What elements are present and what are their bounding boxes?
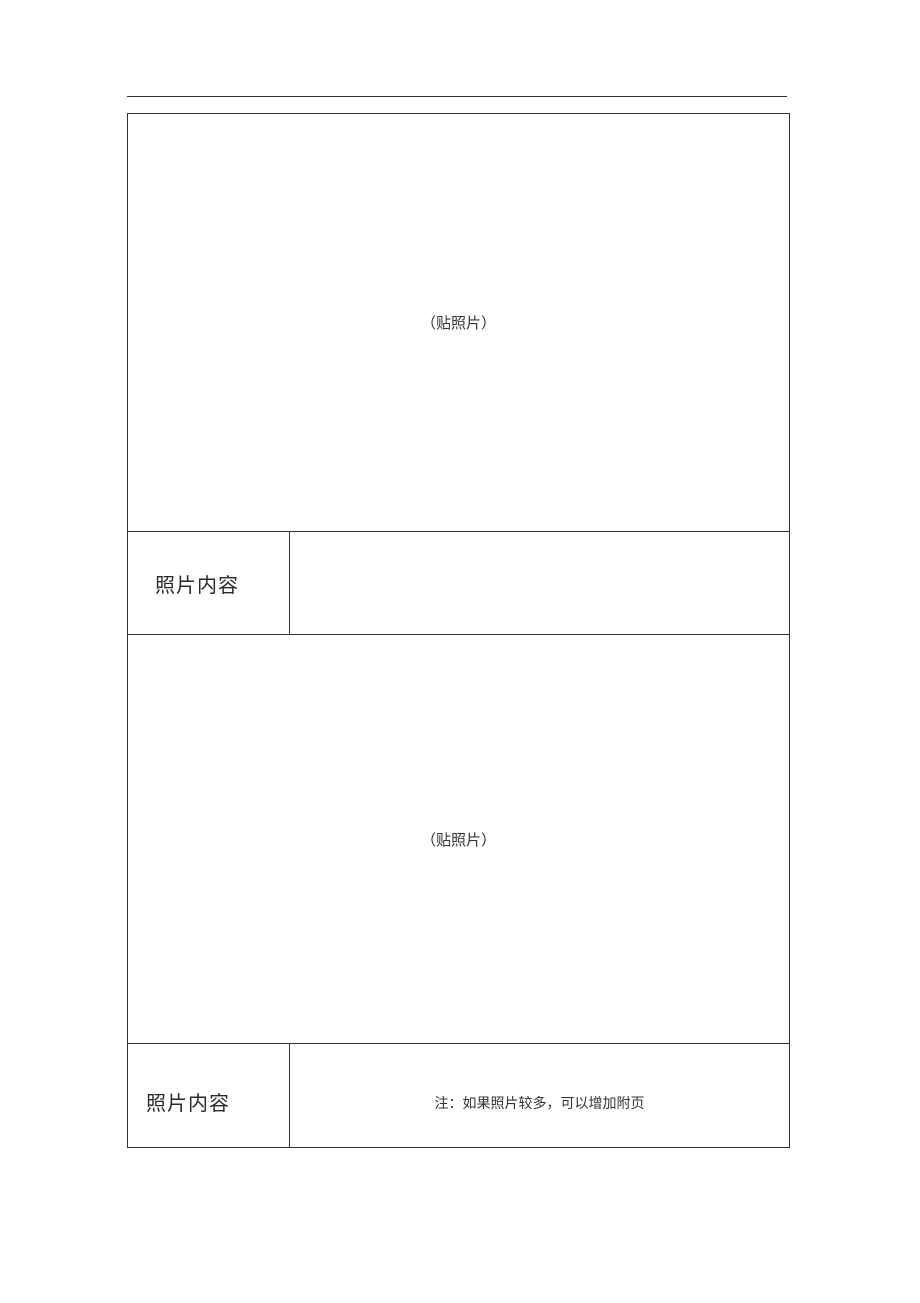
page-container: （贴照片） 照片内容 （贴照片） 照片内容 注：如果照片较多，可以增加附页 xyxy=(127,96,790,1148)
label-row-2: 照片内容 注：如果照片较多，可以增加附页 xyxy=(128,1044,790,1148)
label-text-1: 照片内容 xyxy=(155,575,239,597)
note-text: 注：如果照片较多，可以增加附页 xyxy=(435,1097,645,1112)
photo-placeholder-text-1: （贴照片） xyxy=(421,316,496,332)
photo-form-table: （贴照片） 照片内容 （贴照片） 照片内容 注：如果照片较多，可以增加附页 xyxy=(127,113,790,1148)
photo-placeholder-text-2: （贴照片） xyxy=(421,833,496,849)
label-text-2: 照片内容 xyxy=(146,1093,230,1115)
photo-placeholder-cell-1: （贴照片） xyxy=(128,114,790,532)
label-row-1: 照片内容 xyxy=(128,532,790,635)
photo-content-value-2[interactable]: 注：如果照片较多，可以增加附页 xyxy=(290,1044,790,1148)
photo-content-label-1: 照片内容 xyxy=(128,532,290,635)
photo-row-1: （贴照片） xyxy=(128,114,790,532)
photo-row-2: （贴照片） xyxy=(128,635,790,1044)
photo-placeholder-cell-2: （贴照片） xyxy=(128,635,790,1044)
photo-content-value-1[interactable] xyxy=(290,532,790,635)
photo-content-label-2: 照片内容 xyxy=(128,1044,290,1148)
top-divider-line xyxy=(127,96,787,97)
